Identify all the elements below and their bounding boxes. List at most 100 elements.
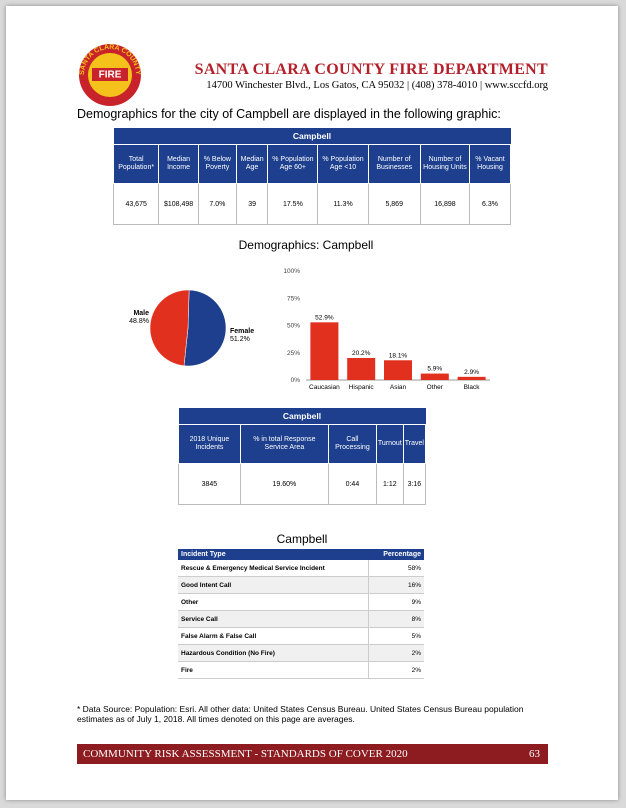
data-row: Rescue & Emergency Medical Service Incid… [178, 560, 424, 577]
cell: 1:12 [375, 463, 404, 505]
header-cell: % Population Age <10 [317, 144, 369, 184]
value-label: 52.9% [315, 314, 334, 321]
bar [347, 357, 376, 380]
x-tick-label: Caucasian [309, 384, 340, 391]
table-title: Campbell [276, 532, 328, 546]
header-cell: Median Age [235, 144, 269, 184]
cell: 7.0% [197, 183, 237, 225]
cell: Rescue & Emergency Medical Service Incid… [178, 560, 369, 577]
table-title: Campbell [178, 408, 426, 425]
pie-slice [183, 289, 227, 367]
data-row: Good Intent Call 16% [178, 576, 424, 594]
value-label: 5.9% [427, 366, 442, 373]
y-tick-label: 50% [287, 323, 300, 330]
bar [457, 376, 486, 380]
cell: Fire [178, 661, 369, 679]
pie-slice [149, 289, 190, 367]
cell: 0:44 [327, 463, 377, 505]
chart-title: Demographics: Campbell [239, 238, 374, 252]
cell: Other [178, 593, 369, 611]
cell: 11.3% [317, 183, 369, 225]
bar [384, 360, 412, 380]
data-row: False Alarm & False Call 5% [178, 627, 424, 645]
logo: SANTA CLARA COUNTY FIRE [79, 44, 141, 106]
title-row: Campbell [113, 128, 511, 145]
x-tick-label: Other [427, 384, 444, 391]
value-label: 20.2% [352, 350, 371, 357]
data-row: Other 9% [178, 593, 424, 611]
cell: 17.5% [267, 183, 319, 225]
logo-badge-text: FIRE [99, 70, 122, 81]
cell: 2% [368, 644, 424, 662]
cell: 9% [368, 593, 424, 611]
data-row: Service Call 8% [178, 610, 424, 628]
header-cell: Total Population* [112, 144, 160, 184]
cell: 5% [368, 627, 424, 645]
cell: 19.60% [239, 463, 329, 505]
header-cell: % in total Response Service Area [239, 424, 329, 464]
footer-bar: COMMUNITY RISK ASSESSMENT - STANDARDS OF… [77, 744, 548, 764]
footer-text: COMMUNITY RISK ASSESSMENT - STANDARDS OF… [83, 748, 408, 760]
page: SANTA CLARA COUNTY FIRE SANTA CLARA COUN… [6, 6, 618, 800]
data-row: Hazardous Condition (No Fire) 2% [178, 644, 424, 662]
pie-value-label: 48.8% [129, 318, 149, 325]
y-tick-label: 0% [291, 377, 301, 384]
x-tick-label: Black [464, 384, 481, 391]
header-cell: Number of Housing Units [419, 144, 471, 184]
table: Campbell Total Population* Median Income% … [112, 128, 511, 225]
cell: Service Call [178, 610, 369, 628]
cell: 16,898 [419, 183, 471, 225]
pie-label: Male [133, 310, 149, 317]
pie-value-label: 51.2% [230, 336, 250, 343]
x-tick-label: Asian [390, 384, 407, 391]
table: Incident Type Percentage Rescue & Emergenc… [178, 549, 424, 679]
cell: 2% [368, 661, 424, 679]
bar [420, 373, 449, 380]
cell: Good Intent Call [178, 576, 369, 594]
title-row: Campbell [178, 408, 426, 425]
header-cell: Travel [402, 424, 427, 464]
cell: 16% [368, 576, 424, 594]
header-row: Incident Type Percentage [178, 549, 424, 560]
cell: Hazardous Condition (No Fire) [178, 644, 369, 662]
header-row: Total Population* Median Income% Below Po… [112, 144, 511, 184]
cell: 3845 [178, 463, 241, 505]
pie-label: Female [230, 328, 254, 335]
cell: 5,869 [367, 183, 421, 225]
table-title: Campbell [113, 128, 511, 145]
data-row: 43,675 $108,498 7.0% 39 17.5% 11.3% 5,869 16,89… [112, 183, 511, 225]
header-row: 2018 Unique Incidents% in total Response… [178, 424, 427, 464]
cell: 8% [368, 610, 424, 628]
header-cell: Median Income [158, 144, 199, 184]
value-label: 18.1% [389, 352, 408, 359]
header-cell: Turnout [375, 424, 404, 464]
x-tick-label: Hispanic [349, 384, 375, 391]
logo-badge [92, 68, 128, 81]
cell: 6.3% [469, 183, 511, 225]
header-address: 14700 Winchester Blvd., Los Gatos, CA 95… [206, 80, 548, 91]
y-tick-label: 100% [283, 268, 300, 275]
cell: False Alarm & False Call [178, 627, 369, 645]
header-cell: % Population Age 60+ [267, 144, 319, 184]
header-cell: Incident Type [178, 549, 369, 560]
value-label: 2.9% [464, 369, 479, 376]
table: Campbell 2018 Unique Incidents% in total … [178, 408, 427, 505]
y-tick-label: 75% [287, 295, 300, 302]
y-tick-label: 25% [287, 350, 300, 357]
footnote: * Data Source: Population: Esri. All oth… [77, 704, 524, 724]
header-cell: Number of Businesses [367, 144, 421, 184]
cell: $108,498 [158, 183, 199, 225]
intro: Demographics for the city of Campbell ar… [77, 107, 501, 121]
header-cell: Percentage [368, 549, 424, 560]
header-cell: % Below Poverty [197, 144, 237, 184]
cell: 58% [368, 560, 424, 577]
header-cell: % Vacant Housing [469, 144, 511, 184]
cell: 39 [235, 183, 269, 225]
data-row: 3845 19.60% 0:44 1:12 3:16 [178, 463, 427, 505]
header-title: SANTA CLARA COUNTY FIRE DEPARTMENT [194, 61, 548, 78]
cell: 3:16 [402, 463, 427, 505]
header-cell: 2018 Unique Incidents [178, 424, 241, 464]
header-cell: Call Processing [327, 424, 377, 464]
